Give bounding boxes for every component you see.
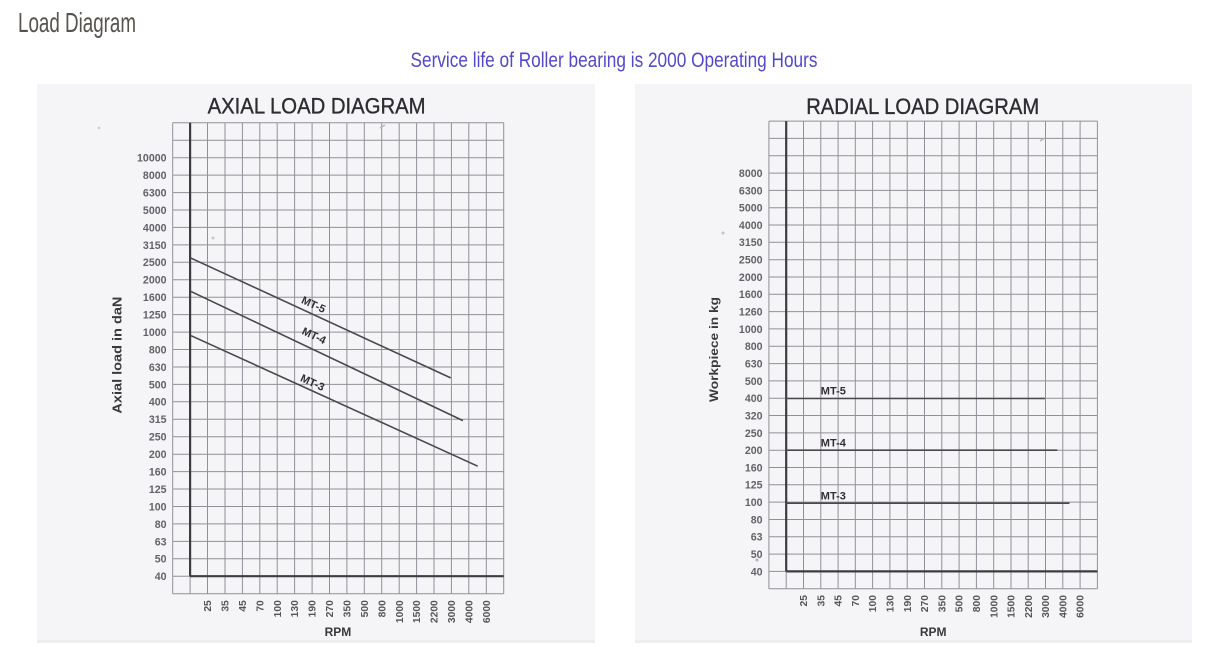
svg-text:3150: 3150 [739,237,763,249]
svg-text:RADIAL LOAD DIAGRAM: RADIAL LOAD DIAGRAM [806,94,1039,119]
svg-text:125: 125 [745,480,763,492]
svg-text:800: 800 [972,595,983,612]
svg-text:1000: 1000 [395,600,406,623]
svg-text:40: 40 [751,566,763,578]
svg-text:70: 70 [255,600,266,612]
svg-text:2500: 2500 [143,257,167,269]
svg-text:6300: 6300 [143,188,167,200]
svg-text:5000: 5000 [143,205,167,217]
svg-text:160: 160 [745,462,763,474]
svg-text:50: 50 [751,549,763,561]
svg-text:1600: 1600 [143,292,167,304]
svg-text:6000: 6000 [482,600,493,623]
svg-text:270: 270 [325,600,336,617]
svg-text:400: 400 [149,397,167,409]
svg-text:63: 63 [155,536,167,548]
svg-text:MT-5: MT-5 [821,386,846,398]
svg-text:315: 315 [149,414,167,426]
svg-text:630: 630 [149,362,167,374]
svg-text:1000: 1000 [143,327,167,339]
svg-text:4000: 4000 [464,600,475,623]
svg-text:35: 35 [221,600,232,612]
svg-text:500: 500 [360,600,371,617]
svg-text:800: 800 [377,600,388,617]
svg-text:8000: 8000 [739,168,763,180]
svg-text:Service life of Roller bearing: Service life of Roller bearing is 2000 O… [411,49,818,72]
svg-text:100: 100 [273,600,284,617]
svg-text:45: 45 [834,595,845,607]
svg-text:250: 250 [745,428,763,440]
svg-text:250: 250 [149,432,167,444]
svg-text:125: 125 [149,484,167,496]
svg-text:3000: 3000 [447,600,458,623]
svg-text:4000: 4000 [739,220,763,232]
svg-text:2500: 2500 [739,255,763,267]
svg-text:130: 130 [886,595,897,612]
svg-text:25: 25 [799,595,810,607]
svg-text:Axial load in daN: Axial load in daN [111,297,125,414]
svg-text:2000: 2000 [739,272,763,284]
svg-text:50: 50 [155,554,167,566]
svg-text:MT-3: MT-3 [821,491,846,503]
svg-text:3000: 3000 [1041,595,1052,618]
svg-text:1500: 1500 [412,600,423,623]
svg-text:MT-4: MT-4 [821,438,847,450]
svg-text:500: 500 [745,376,763,388]
svg-text:500: 500 [955,595,966,612]
svg-text:190: 190 [903,595,914,612]
svg-text:1000: 1000 [739,324,763,336]
svg-text:320: 320 [745,410,763,422]
svg-text:350: 350 [343,600,354,617]
svg-text:80: 80 [751,514,763,526]
svg-text:6300: 6300 [739,185,763,197]
svg-text:1500: 1500 [1007,595,1018,618]
svg-text:350: 350 [937,595,948,612]
svg-text:AXIAL LOAD DIAGRAM: AXIAL LOAD DIAGRAM [208,93,426,118]
svg-text:10000: 10000 [137,153,167,165]
svg-text:35: 35 [816,595,827,607]
svg-text:800: 800 [745,341,763,353]
svg-text:4000: 4000 [143,222,167,234]
svg-text:45: 45 [238,600,249,612]
svg-text:130: 130 [290,600,301,617]
svg-text:1000: 1000 [989,595,1000,618]
svg-text:63: 63 [751,532,763,544]
svg-text:800: 800 [149,344,167,356]
svg-text:1250: 1250 [143,310,167,322]
svg-text:1600: 1600 [739,289,763,301]
svg-text:4000: 4000 [1058,595,1069,618]
svg-text:2000: 2000 [143,275,167,287]
svg-text:630: 630 [745,359,763,371]
svg-text:200: 200 [149,449,167,461]
svg-text:70: 70 [851,595,862,607]
svg-text:Load Diagram: Load Diagram [18,7,136,38]
svg-text:3150: 3150 [143,240,167,252]
svg-text:8000: 8000 [143,170,167,182]
svg-text:2200: 2200 [1024,595,1035,618]
svg-text:400: 400 [745,393,763,405]
svg-text:RPM: RPM [325,625,352,639]
svg-text:500: 500 [149,379,167,391]
svg-text:25: 25 [203,600,214,612]
svg-text:160: 160 [149,467,167,479]
svg-text:5000: 5000 [739,203,763,215]
svg-text:1260: 1260 [739,307,763,319]
svg-text:Workpiece in kg: Workpiece in kg [707,297,721,402]
svg-text:200: 200 [745,445,763,457]
svg-text:100: 100 [745,497,763,509]
svg-text:RPM: RPM [920,625,947,639]
svg-text:40: 40 [155,571,167,583]
svg-text:2200: 2200 [430,600,441,623]
svg-text:100: 100 [868,595,879,612]
svg-text:80: 80 [155,519,167,531]
svg-text:100: 100 [149,501,167,513]
svg-text:6000: 6000 [1076,595,1087,618]
svg-text:190: 190 [308,600,319,617]
svg-text:270: 270 [920,595,931,612]
